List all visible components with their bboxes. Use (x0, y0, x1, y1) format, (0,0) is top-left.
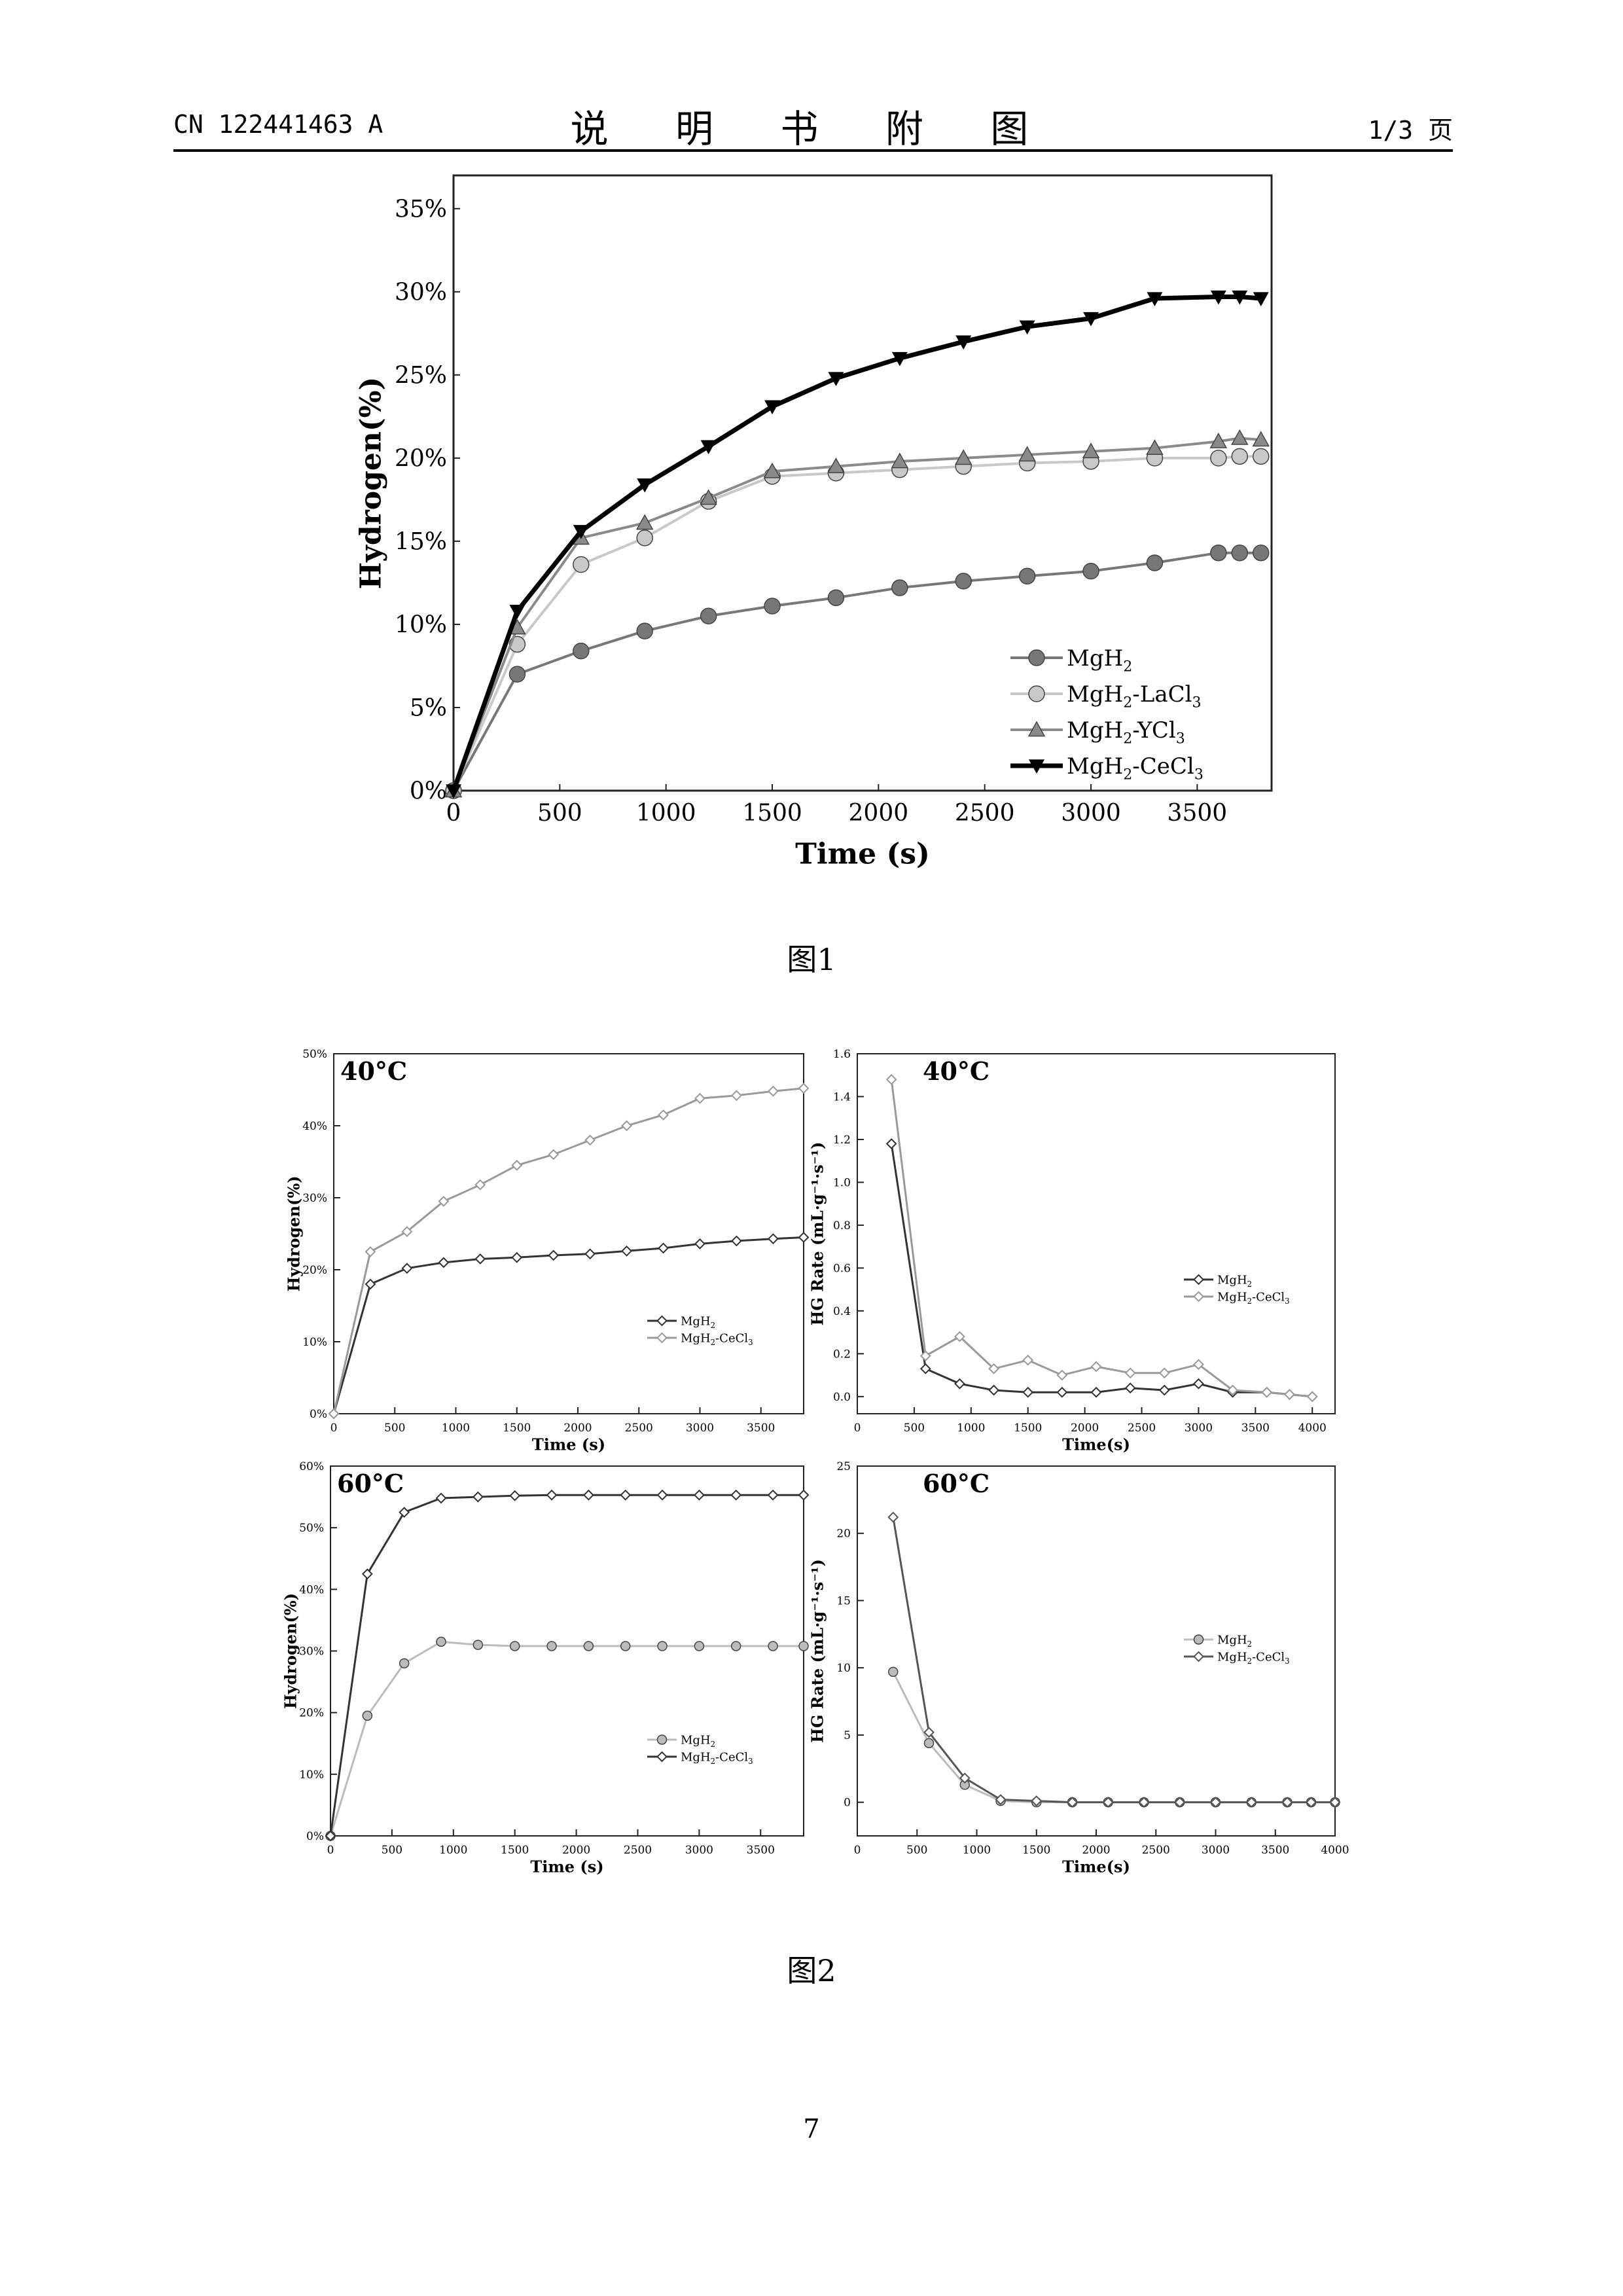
legend-label: MgH2 (1217, 1633, 1252, 1649)
y-tick-label: 5 (844, 1729, 851, 1742)
x-tick-label: 2000 (1082, 1844, 1110, 1857)
y-tick-label: 10 (836, 1662, 851, 1675)
figure-2-caption: 图2 (713, 1947, 910, 1990)
x-tick-label: 1000 (963, 1844, 991, 1857)
x-tick-label: 2500 (1142, 1844, 1170, 1857)
series-line (893, 1672, 1335, 1802)
legend: MgH2MgH2-CeCl3 (1184, 1633, 1290, 1666)
data-point (889, 1513, 898, 1522)
x-tick-label: 500 (906, 1844, 927, 1857)
y-axis-label: HG Rate (mL·g⁻¹·s⁻¹) (808, 1559, 827, 1743)
legend-marker (1194, 1652, 1204, 1661)
y-tick-label: 20 (836, 1528, 851, 1541)
legend-marker (1194, 1635, 1204, 1644)
y-tick-label: 25 (836, 1460, 851, 1473)
series-MgH2 (889, 1667, 1340, 1806)
x-tick-label: 1500 (1022, 1844, 1050, 1857)
x-tick-label: 0 (854, 1844, 861, 1857)
page-number: 7 (779, 2114, 844, 2144)
y-tick-label: 15 (836, 1594, 851, 1607)
chart-title: 60°C (923, 1469, 990, 1498)
data-point (889, 1667, 898, 1676)
x-tick-label: 4000 (1321, 1844, 1349, 1857)
x-tick-label: 3500 (1261, 1844, 1289, 1857)
data-point (925, 1738, 934, 1748)
x-axis-label: Time(s) (1062, 1857, 1130, 1876)
y-tick-label: 0 (844, 1797, 851, 1810)
legend-label: MgH2-CeCl3 (1217, 1650, 1290, 1666)
x-tick-label: 3000 (1202, 1844, 1230, 1857)
